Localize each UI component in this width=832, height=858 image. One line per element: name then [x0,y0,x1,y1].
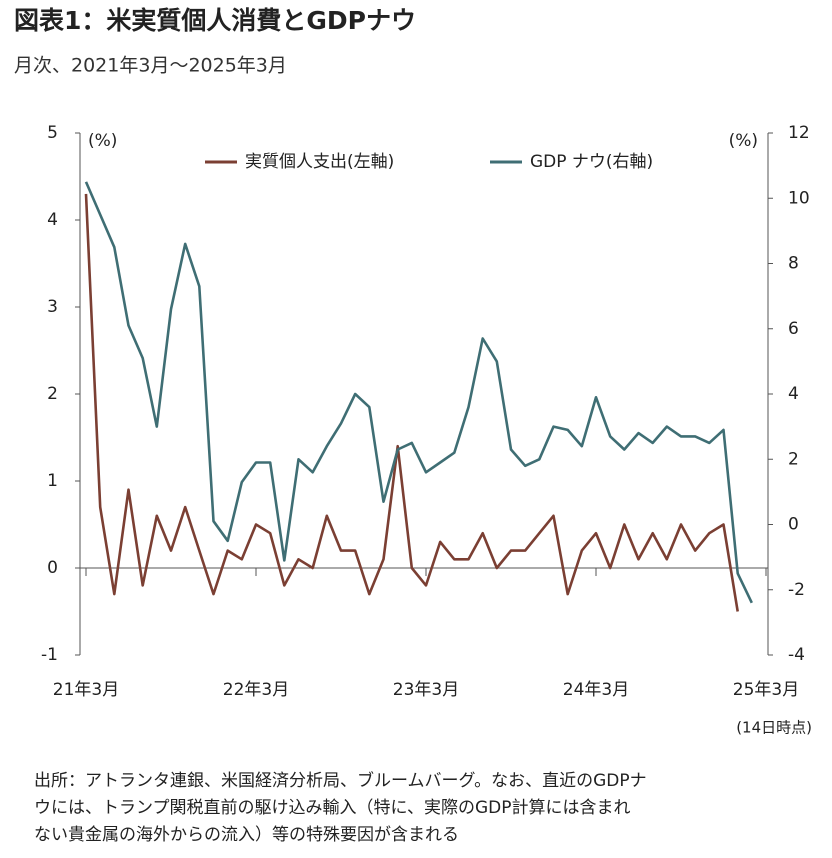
source-note: ウには、トランプ関税直前の駆け込み輸入（特に、実際のGDP計算には含まれ [34,798,631,818]
y-axis-unit: (%) [88,131,117,151]
y-tick-label: 0 [47,558,58,578]
y2-tick-label: 6 [788,319,799,339]
y-tick-label: 5 [47,123,58,143]
source-note: 出所：アトランタ連銀、米国経済分析局、ブルームバーグ。なお、直近のGDPナ [34,770,647,791]
y-tick-label: -1 [41,645,58,665]
source-note: ない貴金属の海外からの流入）等の特殊要因が含まれる [34,825,459,845]
y2-tick-label: -4 [788,645,805,665]
y2-tick-label: 10 [788,188,810,208]
x-tick-label: 24年3月 [563,680,629,700]
annotation: (14日時点) [736,719,812,737]
y2-tick-label: 8 [788,254,799,274]
y2-tick-label: 0 [788,515,799,535]
y2-tick-label: -2 [788,580,805,600]
data-line [84,193,739,612]
x-tick-label: 25年3月 [733,680,799,700]
y-tick-label: 3 [47,297,58,317]
x-tick-label: 22年3月 [223,680,289,700]
y2-axis-unit: (%) [729,131,758,151]
x-tick-label: 23年3月 [393,680,459,700]
chart-subtitle: 月次、2021年3月～2025年3月 [14,55,287,77]
chart-title: 図表1：米実質個人消費とGDPナウ [14,6,416,35]
data-line [84,181,753,604]
y-tick-label: 1 [47,471,58,491]
y2-tick-label: 12 [788,123,810,143]
legend-label: 実質個人支出(左軸) [245,152,394,172]
y-tick-label: 4 [47,210,58,230]
legend-label: GDP ナウ(右軸) [530,152,653,172]
x-tick-label: 21年3月 [53,680,119,700]
y2-tick-label: 4 [788,384,799,404]
y-tick-label: 2 [47,384,58,404]
y2-tick-label: 2 [788,449,799,469]
